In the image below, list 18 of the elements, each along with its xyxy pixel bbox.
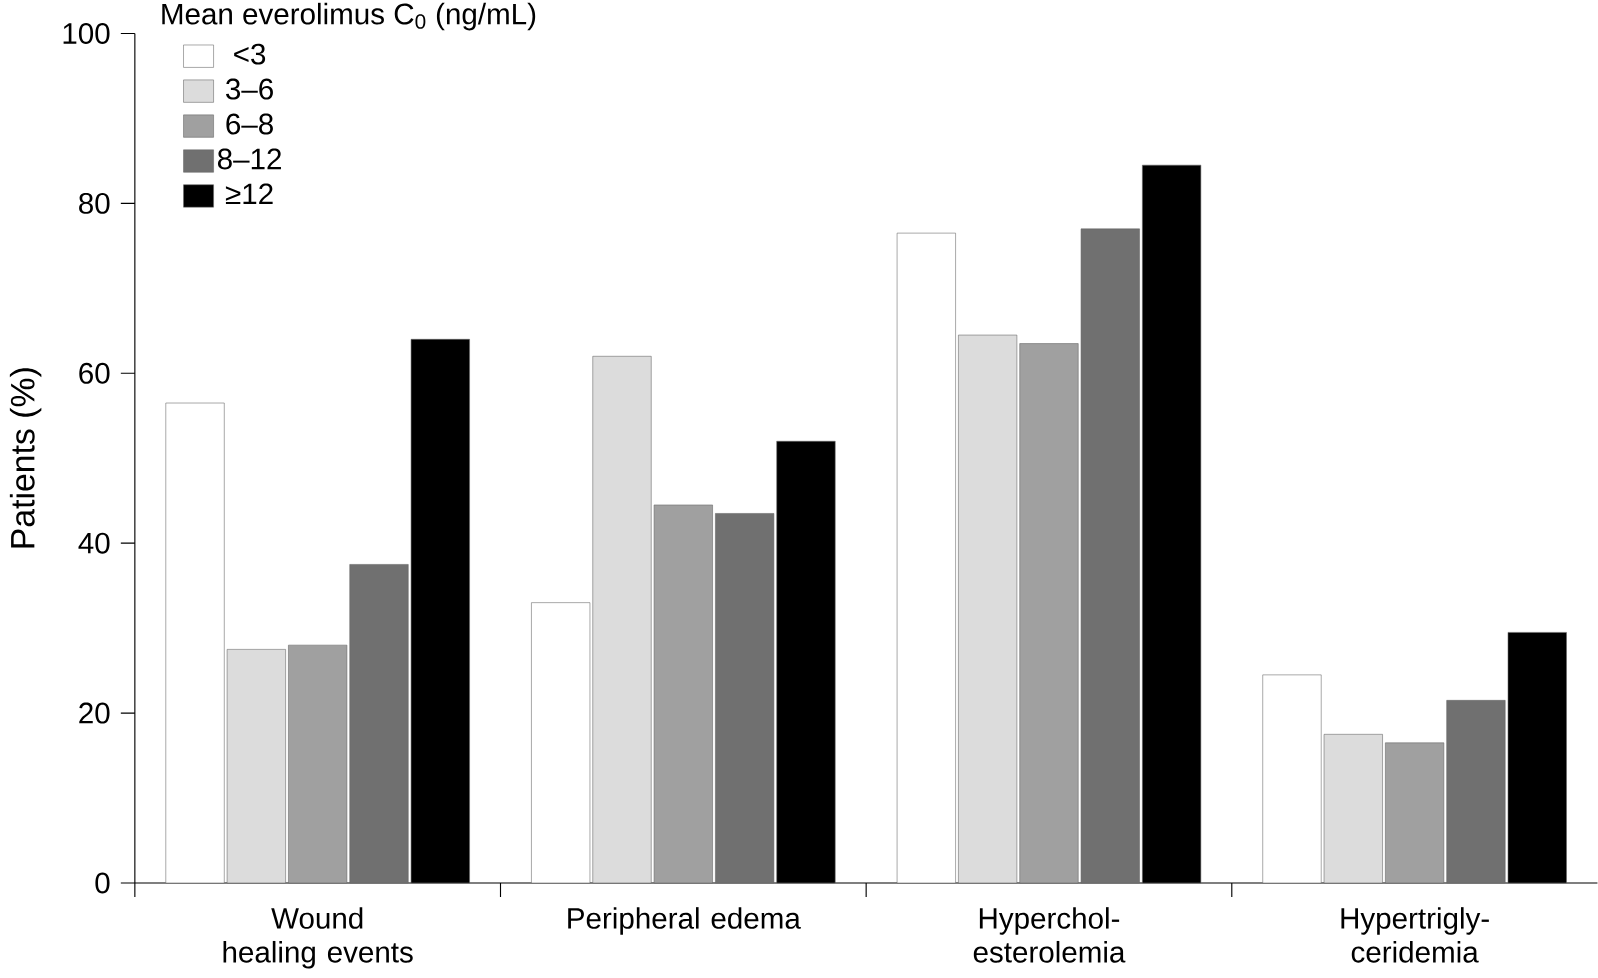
legend-label: <3	[234, 43, 266, 65]
y-tick-label: 0	[95, 872, 110, 894]
y-tick-label: 60	[79, 362, 110, 384]
y-tick-label: 40	[78, 532, 110, 554]
bar	[896, 232, 956, 884]
y-tick-label: 100	[63, 22, 110, 44]
x-tick-label: Hypertrigly-ceridemia	[1341, 906, 1489, 963]
legend-title: Mean everolimus C$_{0}$ (ng/mL)	[162, 2, 536, 31]
legend-label: 8–12	[217, 148, 281, 170]
legend-label: ≥12	[225, 183, 273, 204]
legend-label: 3–6	[226, 78, 273, 100]
legend-label: 6–8	[226, 113, 273, 135]
x-tick-label: Hyperchol-esterolemia	[973, 906, 1126, 963]
y-tick-label: 80	[79, 192, 110, 214]
y-tick-label: 20	[79, 702, 110, 724]
x-tick-label: Wound healing events	[223, 906, 413, 969]
x-tick-label: Peripheral edema	[568, 906, 801, 935]
y-axis-title: Patients (%)	[9, 368, 42, 548]
